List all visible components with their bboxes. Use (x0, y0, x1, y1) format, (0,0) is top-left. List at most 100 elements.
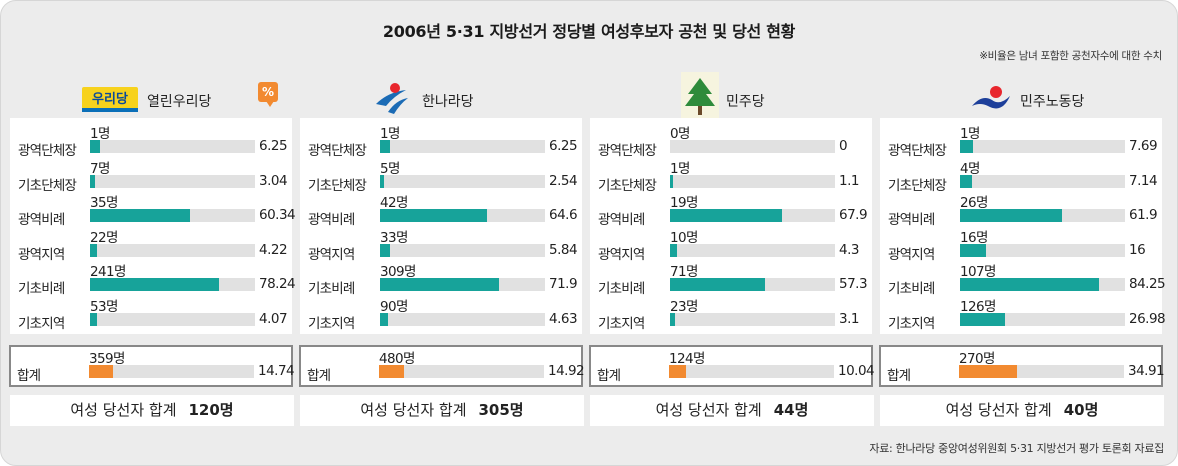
category-row: 기초비례 241명 78.24 (10, 262, 296, 297)
ratio-value: 4.22 (259, 241, 288, 258)
candidate-count: 35명 (90, 195, 118, 211)
winners-count: 305명 (478, 401, 524, 419)
ratio-bar (960, 243, 987, 257)
winners-count: 120명 (188, 401, 234, 419)
category-row: 광역지역 16명 16 (880, 228, 1162, 263)
ratio-bar (670, 209, 783, 222)
bar-track (960, 140, 1125, 153)
category-label: 기초단체장 (888, 177, 947, 194)
ratio-value: 3.1 (839, 310, 859, 327)
winners-label: 여성 당선자 합계 (945, 401, 1052, 419)
total-row: 합계 480명 14.92 (299, 349, 585, 384)
category-label: 기초비례 (308, 281, 355, 297)
candidate-count: 7명 (90, 160, 110, 177)
category-label: 기초지역 (598, 315, 645, 332)
winners-count: 44명 (773, 401, 809, 419)
category-row: 기초비례 309명 71.9 (300, 262, 582, 297)
candidate-count: 26명 (960, 195, 988, 211)
ratio-bar (960, 209, 1063, 222)
ratio-bar (670, 174, 673, 188)
category-row: 기초단체장 5명 2.54 (300, 159, 582, 194)
ratio-value: 10.04 (838, 363, 875, 379)
ratio-value: 26.98 (1129, 310, 1166, 327)
bar-track (90, 174, 255, 188)
ratio-value: 7.69 (1129, 138, 1158, 154)
ratio-value: 34.91 (1128, 363, 1165, 379)
category-row: 기초비례 71명 57.3 (590, 262, 872, 297)
total-box-uri: 합계 359명 14.74 (9, 345, 295, 387)
chart-title: 2006년 5·31 지방선거 정당별 여성후보자 공천 및 당선 현황 (382, 22, 796, 41)
winners-box-uri: 여성 당선자 합계 120명 (10, 395, 294, 426)
labor-party-logo-icon (972, 86, 1010, 109)
ratio-bar (90, 243, 97, 257)
bar-track (960, 243, 1125, 257)
candidate-count: 33명 (380, 229, 408, 246)
candidate-count: 53명 (90, 298, 118, 315)
winners-label: 여성 당선자 합계 (655, 401, 762, 419)
winners-label: 여성 당선자 합계 (70, 401, 177, 419)
bar-track (380, 312, 545, 326)
ratio-value: 64.6 (549, 207, 578, 223)
ratio-value: 57.3 (839, 276, 868, 292)
total-bar (379, 365, 404, 378)
ratio-value: 78.24 (259, 276, 296, 292)
category-row: 광역비례 19명 67.9 (590, 193, 872, 228)
pine-tree-logo-icon (681, 72, 719, 118)
ratio-bar (960, 174, 972, 188)
bar-track (670, 243, 835, 257)
uri-party-logo-icon: 우리당 (82, 87, 138, 112)
category-label: 기초비례 (888, 281, 935, 297)
ratio-bar (960, 312, 1005, 326)
total-row: 합계 270명 34.91 (879, 349, 1165, 384)
candidate-count: 107명 (960, 264, 996, 280)
bar-track (959, 365, 1124, 378)
ratio-bar (90, 140, 101, 153)
category-label: 광역비례 (598, 212, 645, 228)
candidate-count: 124명 (669, 351, 705, 367)
ratio-value: 1.1 (839, 172, 859, 189)
bar-track (960, 312, 1125, 326)
ratio-value: 3.04 (259, 172, 288, 189)
candidate-count: 126명 (960, 298, 996, 315)
candidate-count: 1명 (90, 126, 110, 142)
bar-track (90, 209, 255, 222)
ratio-value: 14.92 (548, 363, 585, 379)
category-label: 광역지역 (18, 246, 65, 263)
bar-track (90, 312, 255, 326)
ratio-bar (380, 278, 499, 291)
bar-track (380, 174, 545, 188)
category-label: 광역비례 (888, 212, 935, 228)
ratio-bar (380, 243, 390, 257)
candidate-count: 309명 (380, 264, 416, 280)
party-header-uri: 우리당 열린우리당 % (10, 82, 292, 116)
bar-track (90, 243, 255, 257)
party-panel-uri: 광역단체장 1명 6.25 기초단체장 7명 3.04 광역비례 35명 60.34 광역지역 22… (10, 118, 296, 334)
category-row: 기초단체장 7명 3.04 (10, 159, 292, 194)
total-box-hannara: 합계 480명 14.92 (299, 345, 585, 387)
bar-track (380, 209, 545, 222)
party-header-labor: 민주노동당 (880, 82, 1162, 116)
bar-track (90, 278, 255, 291)
bar-track (960, 174, 1125, 188)
candidate-count: 0명 (670, 126, 690, 142)
category-label: 기초지역 (888, 315, 935, 332)
category-label: 광역단체장 (308, 143, 367, 159)
candidate-count: 16명 (960, 229, 988, 246)
category-row: 광역단체장 1명 6.25 (10, 124, 292, 159)
total-row: 합계 359명 14.74 (9, 349, 295, 384)
candidate-count: 5명 (380, 160, 400, 177)
category-label: 광역단체장 (598, 143, 657, 159)
ratio-value: 6.25 (259, 138, 288, 154)
bar-track (670, 312, 835, 326)
party-name-hannara: 한나라당 (422, 94, 474, 110)
candidate-count: 359명 (89, 351, 125, 367)
ratio-bar (670, 243, 678, 257)
ratio-value: 71.9 (549, 276, 578, 292)
candidate-count: 270명 (959, 351, 995, 367)
candidate-count: 480명 (379, 351, 415, 367)
total-box-minju: 합계 124명 10.04 (589, 345, 875, 387)
ratio-bar (90, 209, 190, 222)
category-label: 기초단체장 (598, 177, 657, 194)
total-bar (669, 365, 686, 378)
candidate-count: 10명 (670, 229, 698, 246)
